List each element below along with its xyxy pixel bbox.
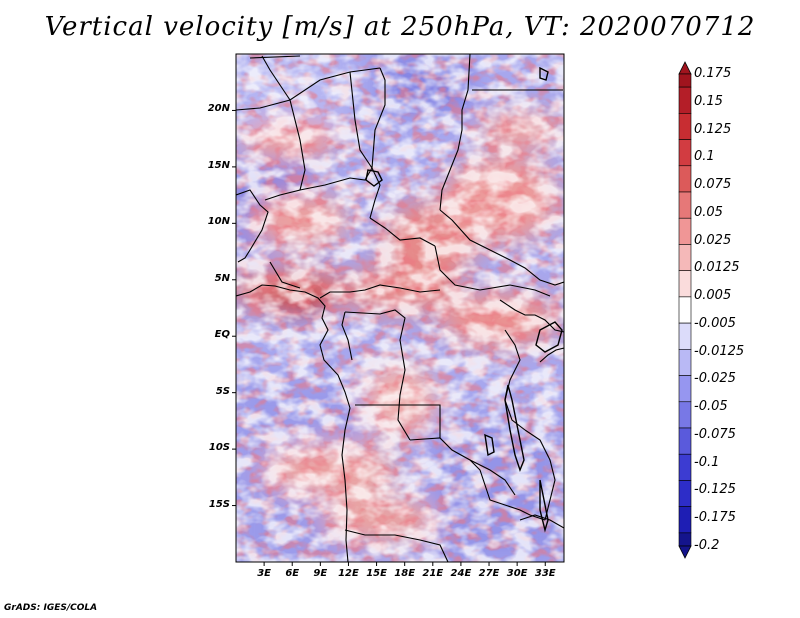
lon-label: 3E bbox=[257, 568, 271, 579]
colorbar-swatch bbox=[678, 191, 692, 219]
colorbar-label: -0.05 bbox=[694, 399, 728, 415]
lat-label: 10S bbox=[208, 442, 230, 454]
colorbar-swatch bbox=[678, 401, 692, 429]
colorbar-label: 0.175 bbox=[694, 66, 732, 81]
lat-label: 10N bbox=[207, 216, 230, 228]
colorbar-swatch bbox=[678, 375, 692, 403]
colorbar-label: 0.125 bbox=[694, 121, 732, 137]
colorbar bbox=[678, 61, 692, 559]
lon-label: 27E bbox=[478, 568, 500, 579]
colorbar-label: -0.1 bbox=[694, 454, 720, 470]
colorbar-swatch bbox=[678, 506, 692, 534]
colorbar-label: -0.125 bbox=[694, 482, 736, 498]
colorbar-label: -0.2 bbox=[694, 538, 720, 553]
lat-label: 20N bbox=[207, 103, 230, 115]
velocity-field bbox=[236, 54, 564, 562]
colorbar-bottom-arrow bbox=[678, 545, 692, 559]
lon-label: 15E bbox=[366, 568, 387, 579]
axis-ticks bbox=[232, 109, 546, 566]
lakes bbox=[365, 66, 563, 533]
lat-label: 15N bbox=[207, 159, 230, 171]
colorbar-label: 0.075 bbox=[694, 177, 732, 193]
colorbar-label: -0.0125 bbox=[694, 343, 745, 359]
colorbar-label: -0.175 bbox=[694, 510, 736, 526]
lon-label: 24E bbox=[450, 568, 472, 579]
colorbar-swatch bbox=[678, 113, 692, 140]
colorbar-label: 0.025 bbox=[694, 232, 732, 248]
lon-label: 21E bbox=[422, 568, 444, 579]
lat-label: 5S bbox=[215, 385, 230, 397]
lat-label: 5N bbox=[214, 272, 230, 284]
lon-label: 12E bbox=[338, 568, 359, 579]
colorbar-swatch bbox=[678, 480, 692, 507]
map-frame bbox=[235, 53, 565, 563]
colorbar-swatch bbox=[678, 73, 692, 88]
colorbar-swatch bbox=[678, 270, 692, 298]
lon-label: 9E bbox=[313, 568, 328, 579]
colorbar-swatch bbox=[678, 349, 692, 376]
boundaries bbox=[236, 54, 564, 562]
lon-label: 30E bbox=[506, 568, 528, 579]
colorbar-label: -0.075 bbox=[694, 426, 736, 442]
colorbar-label: 0.0125 bbox=[694, 260, 740, 276]
colorbar-swatch bbox=[678, 165, 692, 193]
colorbar-swatch bbox=[678, 139, 692, 167]
colorbar-swatch bbox=[678, 217, 692, 245]
lat-label: 15S bbox=[208, 498, 230, 510]
lon-label: 33E bbox=[534, 568, 556, 579]
lat-label: EQ bbox=[214, 329, 230, 341]
colorbar-label: 0.15 bbox=[694, 93, 723, 109]
colorbar-swatch bbox=[678, 453, 692, 481]
colorbar-swatch bbox=[678, 532, 692, 547]
colorbar-label: -0.005 bbox=[694, 315, 736, 331]
colorbar-label: -0.025 bbox=[694, 371, 736, 387]
colorbar-swatch bbox=[678, 322, 692, 350]
colorbar-swatch bbox=[678, 296, 692, 324]
colorbar-swatch bbox=[678, 86, 692, 114]
colorbar-label: 0.1 bbox=[694, 149, 715, 165]
colorbar-top-arrow bbox=[678, 61, 692, 75]
credit-text: GrADS: IGES/COLA bbox=[4, 603, 98, 613]
colorbar-swatch bbox=[678, 244, 692, 271]
colorbar-label: 0.05 bbox=[694, 204, 723, 220]
lon-label: 6E bbox=[285, 568, 300, 579]
colorbar-swatch bbox=[678, 427, 692, 455]
lon-label: 18E bbox=[394, 568, 416, 579]
map-title: Vertical velocity [m/s] at 250hPa, VT: 2… bbox=[44, 12, 756, 42]
colorbar-label: 0.005 bbox=[694, 288, 732, 304]
